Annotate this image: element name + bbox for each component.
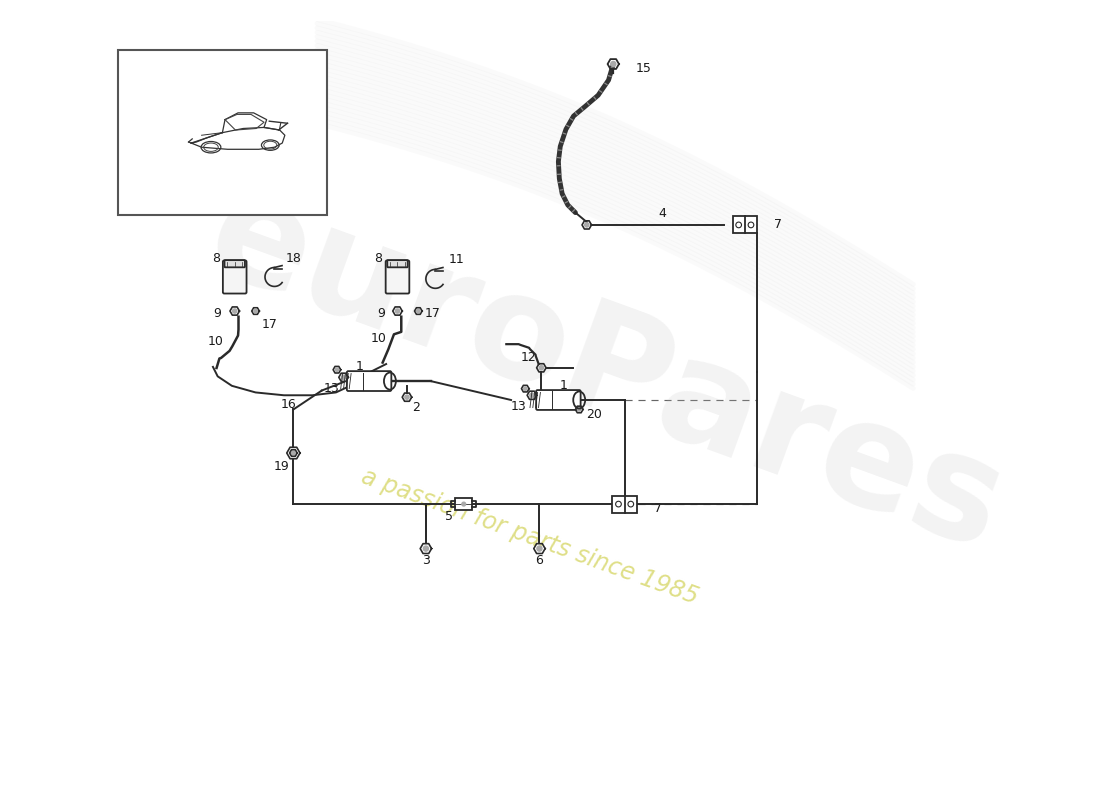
Text: 13: 13 <box>510 400 527 413</box>
Text: 7: 7 <box>653 502 662 515</box>
Circle shape <box>336 368 339 371</box>
Text: 17: 17 <box>425 307 440 320</box>
Text: 20: 20 <box>586 408 603 421</box>
Circle shape <box>610 62 616 66</box>
Text: 7: 7 <box>774 218 782 231</box>
Circle shape <box>462 502 465 506</box>
FancyBboxPatch shape <box>536 390 581 410</box>
Text: euroPares: euroPares <box>190 162 1022 581</box>
Circle shape <box>254 310 257 313</box>
Circle shape <box>341 375 345 379</box>
Bar <box>733 216 757 234</box>
Circle shape <box>417 310 420 313</box>
Circle shape <box>578 408 581 411</box>
Circle shape <box>424 546 428 551</box>
Text: 5: 5 <box>444 510 452 523</box>
Text: 13: 13 <box>323 382 339 395</box>
Text: 3: 3 <box>422 554 430 567</box>
Circle shape <box>539 366 543 370</box>
Text: 10: 10 <box>371 332 386 345</box>
Circle shape <box>584 222 588 227</box>
Text: 1: 1 <box>559 379 566 392</box>
Text: 8: 8 <box>375 251 383 265</box>
Text: 16: 16 <box>280 398 297 411</box>
Text: 4: 4 <box>659 207 667 220</box>
Circle shape <box>524 387 527 390</box>
Circle shape <box>530 393 533 398</box>
Circle shape <box>537 546 542 551</box>
Bar <box>455 498 472 510</box>
Text: 12: 12 <box>520 351 536 364</box>
Text: 17: 17 <box>262 318 277 330</box>
Circle shape <box>290 450 296 456</box>
Bar <box>613 495 637 513</box>
FancyBboxPatch shape <box>223 261 246 294</box>
Text: 9: 9 <box>213 307 221 320</box>
FancyBboxPatch shape <box>387 260 408 267</box>
Text: 10: 10 <box>208 335 223 348</box>
Text: 18: 18 <box>285 251 301 265</box>
Text: 19: 19 <box>274 460 290 473</box>
Circle shape <box>232 309 236 313</box>
Circle shape <box>395 309 399 313</box>
FancyBboxPatch shape <box>386 261 409 294</box>
Text: 8: 8 <box>212 251 220 265</box>
Text: 6: 6 <box>536 554 543 567</box>
Text: 1: 1 <box>355 360 364 374</box>
Text: a passion for parts since 1985: a passion for parts since 1985 <box>359 465 702 610</box>
FancyBboxPatch shape <box>346 371 392 391</box>
Circle shape <box>292 451 295 454</box>
Text: 15: 15 <box>636 62 651 75</box>
Circle shape <box>405 395 409 399</box>
Text: 2: 2 <box>412 401 420 414</box>
FancyBboxPatch shape <box>224 260 245 267</box>
Text: 11: 11 <box>449 254 464 266</box>
Bar <box>119 50 327 215</box>
Text: 9: 9 <box>377 307 385 320</box>
